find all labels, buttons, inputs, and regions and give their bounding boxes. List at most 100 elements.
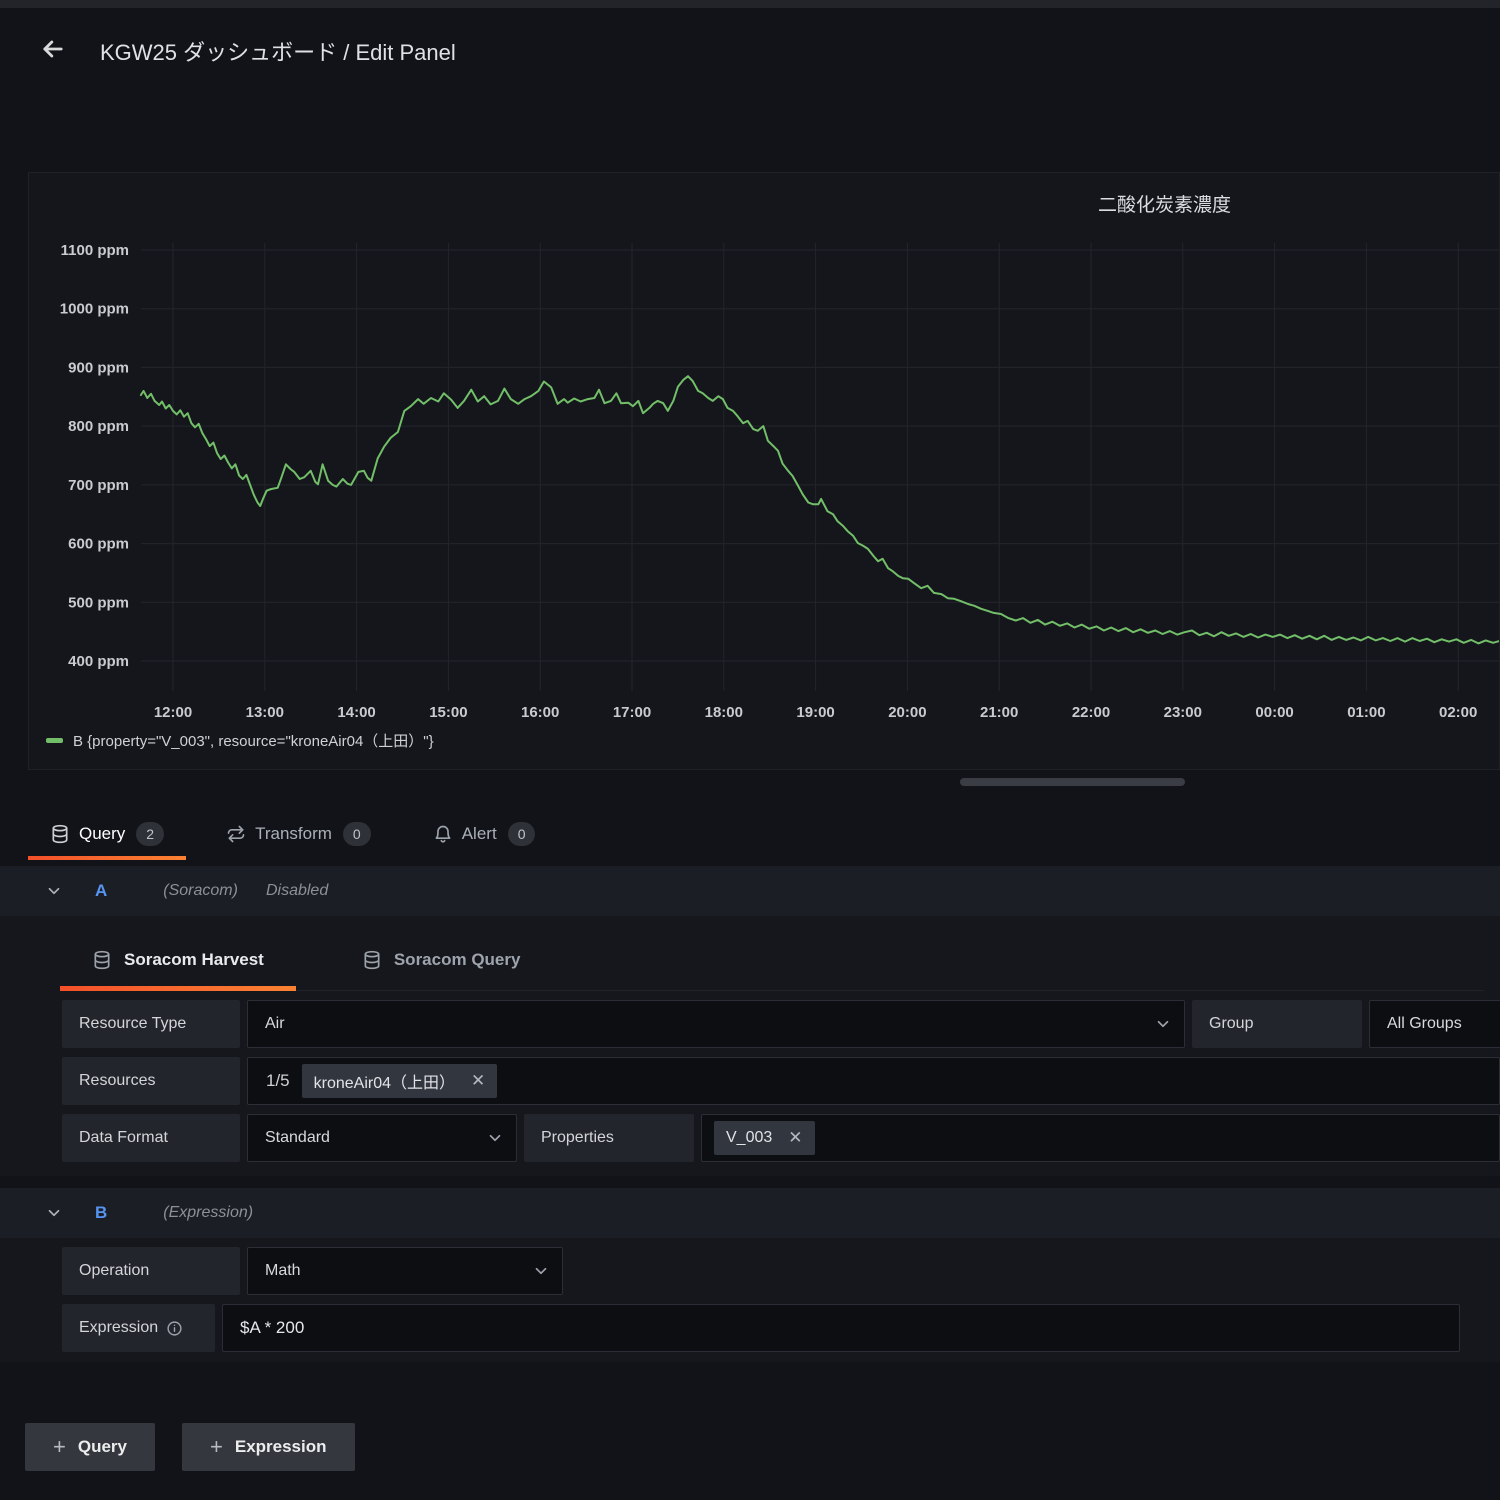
x-tick-label: 02:00 (1439, 704, 1477, 721)
chevron-down-icon (45, 882, 63, 900)
properties-label: Properties (524, 1114, 694, 1162)
tab-query[interactable]: Query 2 (28, 808, 187, 860)
x-tick-label: 23:00 (1164, 704, 1202, 721)
chevron-down-icon (1154, 1015, 1172, 1033)
tab-query-count-badge: 2 (136, 822, 165, 846)
group-value: All Groups (1387, 1015, 1462, 1032)
co2-line-chart[interactable]: 400 ppm 500 ppm 600 ppm 700 ppm 800 ppm 900 p… (29, 173, 1499, 769)
expression-row: Expression $A * 200 (62, 1304, 1500, 1352)
y-tick-label: 400 ppm (68, 653, 129, 670)
subtab-soracom-harvest-label: Soracom Harvest (124, 950, 264, 969)
arrow-left-icon (39, 35, 67, 68)
horizontal-scrollbar-thumb[interactable] (960, 778, 1185, 786)
resource-type-select[interactable]: Air (247, 1000, 1185, 1048)
y-tick-label: 600 ppm (68, 536, 129, 553)
editor-tabs: Query 2 Transform 0 Alert 0 (28, 808, 557, 860)
data-format-row: Data Format Standard Properties V_003 ✕ (62, 1114, 1500, 1162)
resource-type-label: Resource Type (62, 1000, 240, 1048)
add-expression-label: Expression (234, 1437, 327, 1456)
tab-alert[interactable]: Alert 0 (411, 808, 558, 860)
tab-transform-count-badge: 0 (342, 822, 371, 846)
bell-icon (433, 824, 453, 844)
expression-value: $A * 200 (240, 1318, 305, 1337)
top-strip (0, 0, 1500, 8)
y-tick-label: 1100 ppm (61, 242, 129, 259)
subtab-soracom-query[interactable]: Soracom Query (330, 930, 553, 990)
x-tick-label: 20:00 (888, 704, 926, 721)
resources-multiselect[interactable]: 1/5 kroneAir04（上田） ✕ (247, 1057, 1500, 1105)
add-query-label: Query (77, 1437, 127, 1456)
data-format-value: Standard (265, 1129, 330, 1146)
plus-icon: + (53, 1434, 66, 1459)
back-button[interactable] (36, 34, 70, 68)
data-format-select[interactable]: Standard (247, 1114, 517, 1162)
info-icon[interactable] (166, 1320, 183, 1337)
query-a-refid: A (95, 881, 108, 900)
footer-actions: + Query + Expression (25, 1423, 355, 1471)
chevron-down-icon (486, 1129, 504, 1147)
y-tick-label: 500 ppm (68, 594, 129, 611)
property-chip-label: V_003 (726, 1129, 773, 1146)
resources-label: Resources (62, 1057, 240, 1105)
series-line (139, 375, 1499, 645)
legend-label: B {property="V_003", resource="kroneAir0… (73, 733, 434, 750)
plus-icon: + (210, 1434, 223, 1459)
query-a-body: Soracom Harvest Soracom Query Resource T… (0, 916, 1500, 1176)
database-icon (92, 950, 112, 970)
x-tick-label: 15:00 (429, 704, 467, 721)
remove-property-icon[interactable]: ✕ (788, 1128, 803, 1147)
expression-input[interactable]: $A * 200 (222, 1304, 1460, 1352)
x-tick-label: 21:00 (980, 704, 1018, 721)
x-tick-label: 16:00 (521, 704, 559, 721)
expression-label: Expression (62, 1304, 215, 1352)
resource-type-row: Resource Type Air Group All Groups (62, 1000, 1500, 1048)
query-a-status: Disabled (265, 882, 329, 899)
x-tick-label: 14:00 (337, 704, 375, 721)
group-label: Group (1192, 1000, 1362, 1048)
y-tick-label: 700 ppm (68, 477, 129, 494)
x-tick-label: 12:00 (154, 704, 192, 721)
database-icon (50, 824, 70, 844)
x-tick-label: 19:00 (796, 704, 834, 721)
operation-select[interactable]: Math (247, 1247, 563, 1295)
y-tick-label: 900 ppm (68, 359, 129, 376)
properties-multiselect[interactable]: V_003 ✕ (701, 1114, 1500, 1162)
chart-panel: 二酸化炭素濃度 400 ppm 500 ppm 600 ppm 700 ppm 800 … (28, 172, 1500, 770)
query-b-body: Operation Math Expression $A * 200 (0, 1238, 1500, 1362)
x-tick-label: 01:00 (1347, 704, 1385, 721)
query-b-refid: B (95, 1203, 108, 1222)
query-a-header[interactable]: A (Soracom) Disabled (0, 866, 1500, 916)
panel-title: 二酸化炭素濃度 (1098, 195, 1232, 216)
query-a-datasource: (Soracom) (163, 882, 238, 899)
subtab-soracom-harvest[interactable]: Soracom Harvest (60, 930, 296, 991)
x-tick-label: 22:00 (1072, 704, 1110, 721)
legend-item[interactable]: B {property="V_003", resource="kroneAir0… (46, 730, 434, 751)
add-query-button[interactable]: + Query (25, 1423, 155, 1471)
remove-resource-icon[interactable]: ✕ (471, 1071, 486, 1090)
expression-label-text: Expression (79, 1319, 159, 1336)
query-b-header[interactable]: B (Expression) (0, 1188, 1500, 1238)
group-select[interactable]: All Groups (1369, 1000, 1500, 1048)
tab-alert-label: Alert (461, 824, 497, 843)
database-icon (362, 950, 382, 970)
resource-chip: kroneAir04（上田） ✕ (301, 1064, 498, 1098)
resources-count: 1/5 (266, 1071, 290, 1090)
x-tick-label: 17:00 (613, 704, 651, 721)
tab-query-label: Query (79, 824, 126, 843)
add-expression-button[interactable]: + Expression (182, 1423, 355, 1471)
page-header: KGW25 ダッシュボード / Edit Panel (0, 28, 1500, 74)
x-tick-label: 18:00 (705, 704, 743, 721)
chevron-down-icon (532, 1262, 550, 1280)
tab-transform[interactable]: Transform 0 (204, 808, 393, 860)
legend-color-swatch (46, 738, 63, 743)
x-tick-label: 13:00 (246, 704, 284, 721)
resource-type-value: Air (265, 1015, 285, 1032)
x-tick-label: 00:00 (1255, 704, 1293, 721)
property-chip: V_003 ✕ (714, 1121, 815, 1155)
y-tick-label: 800 ppm (68, 418, 129, 435)
operation-value: Math (265, 1262, 301, 1279)
data-format-label: Data Format (62, 1114, 240, 1162)
operation-row: Operation Math (62, 1247, 1500, 1295)
y-tick-label: 1000 ppm (60, 301, 129, 318)
